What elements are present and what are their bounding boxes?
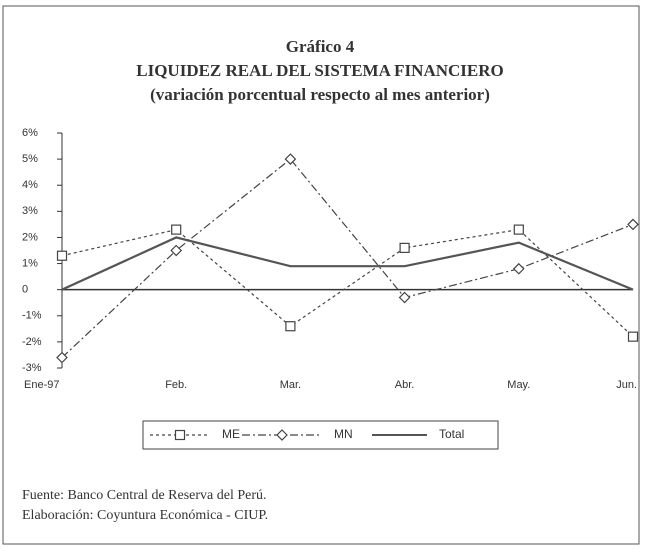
marker [627,218,639,231]
marker [512,262,525,275]
y-tick-label: 4% [22,179,38,191]
legend-box [142,420,499,450]
x-tick-label: Abr. [395,379,415,391]
frame [2,5,640,545]
marker [171,224,182,235]
legend-marker [174,429,186,441]
series-line [61,236,634,291]
chart-title: Gráfico 4 [286,37,355,56]
chart-subtitle: LIQUIDEZ REAL DEL SISTEMA FINANCIERO [136,61,503,80]
y-tick-label: 5% [22,153,38,165]
series-line [61,228,634,338]
y-tick-label: 6% [22,127,38,139]
source: Fuente: Banco Central de Reserva del Per… [22,488,267,503]
series-line [61,158,634,358]
legend-label: MN [334,427,353,441]
legend-label: Total [439,427,464,441]
y-tick-label: 0 [22,284,28,296]
marker [170,244,183,257]
marker [513,224,524,235]
chart-subtitle: (variación porcentual respecto al mes an… [150,85,490,104]
marker [398,291,411,304]
marker [56,351,68,364]
y-tick-label: -3% [22,362,42,374]
y-tick-label: 3% [22,205,38,217]
legend-label: ME [222,427,240,441]
y-tick-label: -2% [22,336,42,348]
marker [627,331,639,342]
y-tick-label: 2% [22,231,38,243]
x-tick-label: Feb. [165,379,187,391]
y-tick-label: -1% [22,310,42,322]
marker [399,242,410,253]
marker [285,321,296,332]
credit: Elaboración: Coyuntura Económica - CIUP. [22,508,268,523]
x-tick-label: May. [507,379,530,391]
x-tick-label: Ene-97 [24,379,59,391]
legend-marker [276,429,288,441]
marker [284,153,297,165]
y-tick-label: 1% [22,257,38,269]
x-tick-label: Mar. [280,379,301,391]
marker [56,250,68,261]
x-tick-label: Jun. [616,379,637,391]
